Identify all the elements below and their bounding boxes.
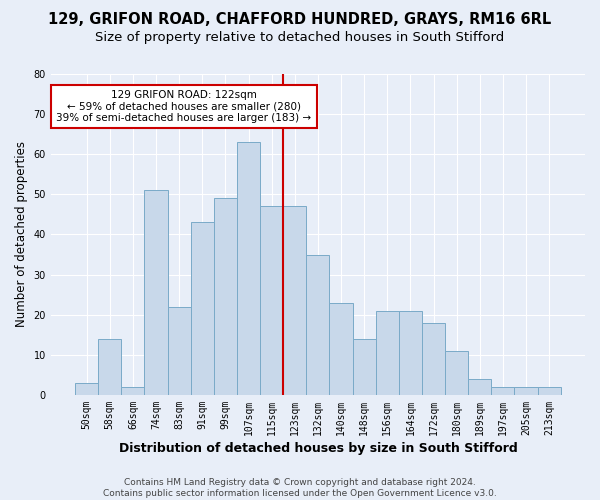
- Bar: [145, 190, 167, 395]
- Bar: [75, 383, 98, 395]
- Bar: [121, 387, 145, 395]
- Bar: [191, 222, 214, 395]
- Bar: [376, 310, 399, 395]
- Bar: [445, 351, 468, 395]
- Text: Contains HM Land Registry data © Crown copyright and database right 2024.
Contai: Contains HM Land Registry data © Crown c…: [103, 478, 497, 498]
- Bar: [283, 206, 307, 395]
- Bar: [167, 306, 191, 395]
- Bar: [538, 387, 561, 395]
- Bar: [491, 387, 514, 395]
- Bar: [329, 302, 353, 395]
- Bar: [307, 254, 329, 395]
- X-axis label: Distribution of detached houses by size in South Stifford: Distribution of detached houses by size …: [119, 442, 517, 455]
- Bar: [237, 142, 260, 395]
- Y-axis label: Number of detached properties: Number of detached properties: [15, 142, 28, 328]
- Bar: [514, 387, 538, 395]
- Text: 129 GRIFON ROAD: 122sqm
← 59% of detached houses are smaller (280)
39% of semi-d: 129 GRIFON ROAD: 122sqm ← 59% of detache…: [56, 90, 311, 123]
- Bar: [98, 339, 121, 395]
- Bar: [468, 379, 491, 395]
- Bar: [422, 322, 445, 395]
- Bar: [260, 206, 283, 395]
- Bar: [353, 339, 376, 395]
- Text: Size of property relative to detached houses in South Stifford: Size of property relative to detached ho…: [95, 31, 505, 44]
- Bar: [214, 198, 237, 395]
- Bar: [399, 310, 422, 395]
- Text: 129, GRIFON ROAD, CHAFFORD HUNDRED, GRAYS, RM16 6RL: 129, GRIFON ROAD, CHAFFORD HUNDRED, GRAY…: [49, 12, 551, 28]
